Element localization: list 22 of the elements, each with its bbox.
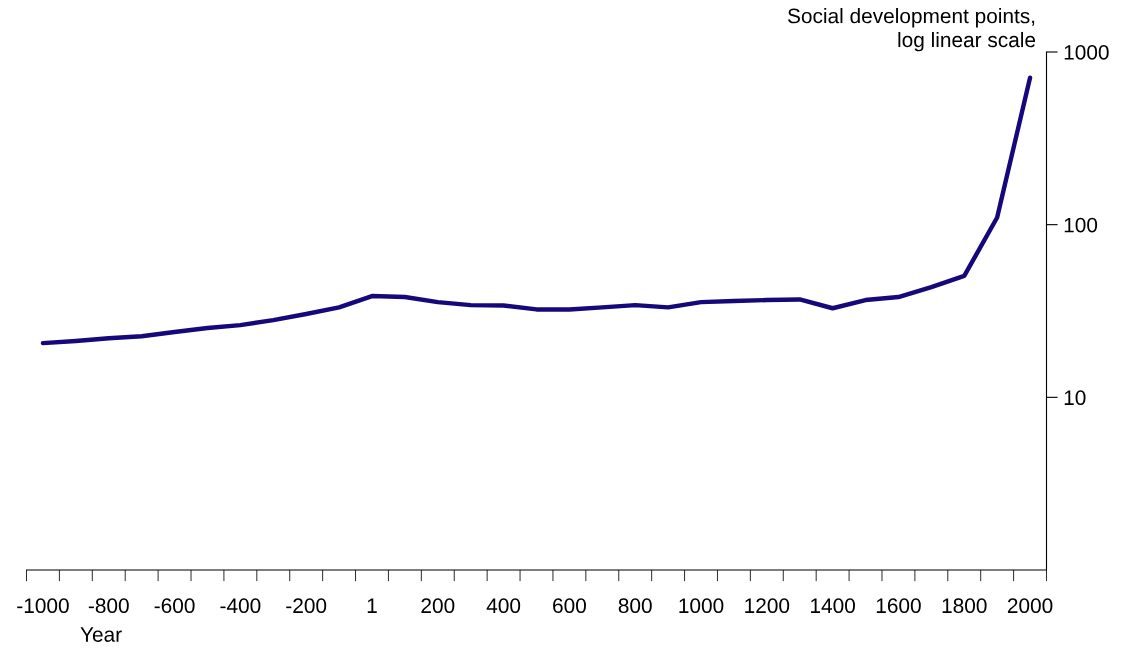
x-tick-label: -1000: [17, 598, 69, 614]
x-tick-label: 1800: [942, 598, 987, 614]
x-tick-label: 1400: [811, 598, 855, 614]
x-tick-label: -400: [220, 598, 261, 614]
x-tick-label: 800: [618, 598, 652, 614]
x-axis-title: Year: [80, 627, 122, 642]
x-tick-label: 400: [486, 598, 521, 614]
y-tick-label: 100: [1064, 217, 1098, 233]
y-tick-label: 1000: [1064, 45, 1109, 60]
x-tick-label: 1: [367, 598, 377, 613]
y-tick-label: 10: [1064, 390, 1086, 406]
y-axis-title: Social development points, log linear scale: [787, 8, 1036, 52]
x-tick-label: 1200: [745, 598, 790, 614]
x-tick-label: -600: [154, 598, 195, 614]
x-tick-label: 1000: [679, 598, 724, 614]
x-tick-label: 600: [553, 598, 586, 614]
x-tick-label: -800: [88, 598, 129, 614]
x-tick-label: -200: [286, 598, 327, 614]
x-tick-label: 2000: [1007, 598, 1053, 614]
x-tick-label: 200: [421, 598, 455, 614]
x-tick-label: 1600: [876, 598, 921, 614]
line-series: [40, 75, 1033, 346]
